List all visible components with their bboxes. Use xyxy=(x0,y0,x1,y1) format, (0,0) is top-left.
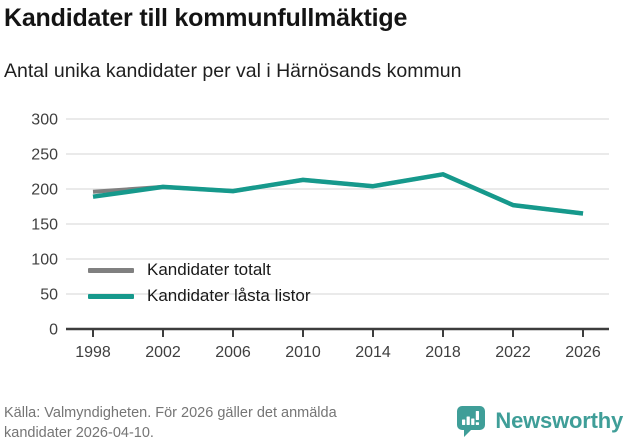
chart-title: Kandidater till kommunfullmäktige xyxy=(4,4,408,32)
chart-legend: Kandidater totalt Kandidater låsta listo… xyxy=(88,260,310,306)
newsworthy-brand: Newsworthy xyxy=(455,404,623,437)
x-tick-label: 2006 xyxy=(215,344,251,361)
y-tick-label: 50 xyxy=(40,287,58,304)
newsworthy-logo-icon xyxy=(457,406,486,437)
series-line-0 xyxy=(92,172,584,216)
chart-subtitle: Antal unika kandidater per val i Härnösa… xyxy=(4,60,462,82)
y-tick-label: 300 xyxy=(31,112,58,129)
y-tick-label: 0 xyxy=(49,322,58,339)
series-line-1 xyxy=(92,172,584,216)
line-chart: 0 50 100 150 200 250 300 1998 2002 2006 2010 2014 20… xyxy=(0,95,631,370)
legend-item-lasta-listor: Kandidater låsta listor xyxy=(88,286,310,306)
brand-name: Newsworthy xyxy=(495,407,623,433)
source-note: Källa: Valmyndigheten. För 2026 gäller d… xyxy=(4,405,337,441)
x-tick-label: 2026 xyxy=(565,344,601,361)
y-tick-label: 150 xyxy=(31,217,58,234)
legend-item-totalt: Kandidater totalt xyxy=(88,260,310,280)
x-tick-label: 2010 xyxy=(285,344,321,361)
x-tick-label: 1998 xyxy=(75,344,111,361)
line-chart-canvas: 0 50 100 150 200 250 300 1998 2002 2006 2010 2014 20… xyxy=(31,112,609,361)
legend-label: Kandidater låsta listor xyxy=(147,286,311,305)
legend-swatch-gray xyxy=(88,267,134,273)
x-tick-label: 2022 xyxy=(495,344,531,361)
x-tick-label: 2002 xyxy=(145,344,181,361)
y-tick-label: 250 xyxy=(31,147,58,164)
chart-footer: Källa: Valmyndigheten. För 2026 gäller d… xyxy=(0,398,631,441)
y-tick-label: 100 xyxy=(31,252,58,269)
x-tick-label: 2018 xyxy=(425,344,461,361)
y-tick-label: 200 xyxy=(31,182,58,199)
x-tick-label: 2014 xyxy=(355,344,391,361)
legend-label: Kandidater totalt xyxy=(147,260,271,279)
legend-swatch-teal xyxy=(88,293,134,299)
